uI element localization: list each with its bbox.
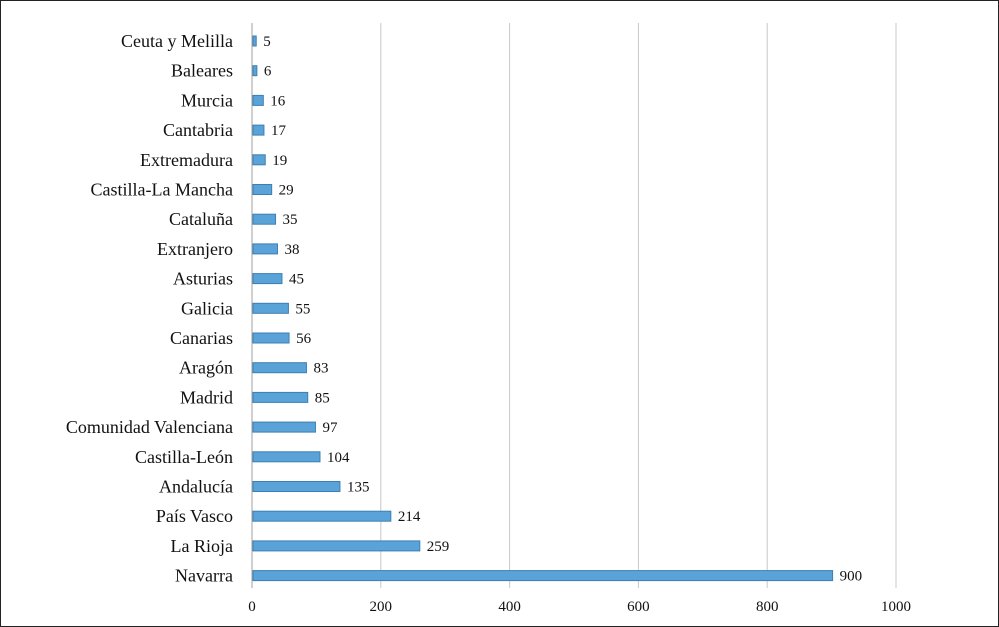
category-label-15: Andalucía (159, 477, 233, 497)
data-label-7: 38 (284, 242, 299, 258)
x-tick-label-1000: 1000 (881, 599, 911, 615)
bar-5 (252, 184, 273, 195)
category-label-6: Cataluña (169, 209, 233, 229)
bar-17 (252, 540, 421, 552)
data-label-14: 104 (327, 450, 350, 466)
data-label-6: 35 (283, 212, 298, 228)
data-label-5: 29 (279, 183, 294, 199)
category-label-16: País Vasco (156, 506, 233, 526)
category-label-10: Canarias (170, 328, 233, 348)
data-label-8: 45 (289, 272, 304, 288)
category-label-7: Extranjero (157, 239, 233, 259)
bar-16 (252, 510, 392, 522)
data-label-2: 16 (270, 93, 286, 109)
bar-15 (252, 481, 341, 492)
data-label-11: 83 (313, 361, 328, 377)
data-label-15: 135 (347, 480, 370, 496)
bar-7 (252, 243, 278, 255)
bar-1 (252, 65, 258, 77)
category-label-1: Baleares (171, 61, 233, 81)
bar-8 (252, 273, 283, 285)
data-label-1: 6 (264, 64, 272, 80)
x-tick-label-200: 200 (370, 599, 393, 615)
category-label-5: Castilla-La Mancha (91, 180, 233, 200)
category-label-2: Murcia (181, 90, 233, 110)
bar-13 (252, 421, 316, 433)
bar-0 (252, 35, 257, 47)
bar-2 (252, 94, 264, 106)
data-label-12: 85 (315, 390, 330, 406)
bar-9 (252, 302, 289, 314)
category-label-17: La Rioja (171, 536, 233, 556)
data-label-10: 56 (296, 331, 312, 347)
category-label-14: Castilla-León (135, 447, 233, 467)
bar-11 (252, 362, 307, 374)
category-label-0: Ceuta y Melilla (121, 31, 233, 51)
data-label-16: 214 (398, 509, 421, 525)
category-label-18: Navarra (175, 566, 233, 586)
x-tick-label-800: 800 (756, 599, 779, 615)
x-tick-label-600: 600 (627, 599, 650, 615)
data-label-17: 259 (427, 539, 450, 555)
data-label-4: 19 (272, 153, 287, 169)
category-label-3: Cantabria (163, 120, 233, 140)
bar-4 (252, 154, 266, 166)
data-label-0: 5 (263, 34, 271, 50)
bar-14 (252, 451, 321, 463)
data-label-18: 900 (840, 569, 863, 585)
x-tick-label-0: 0 (248, 599, 256, 615)
bar-6 (252, 213, 277, 225)
category-label-4: Extremadura (140, 150, 233, 170)
data-label-3: 17 (271, 123, 287, 139)
category-label-8: Asturias (173, 269, 233, 289)
bar-12 (252, 391, 309, 403)
category-label-9: Galicia (181, 298, 233, 318)
bar-18 (252, 570, 834, 582)
data-label-13: 97 (322, 420, 338, 436)
category-label-13: Comunidad Valenciana (66, 417, 233, 437)
bar-3 (252, 124, 265, 136)
category-label-11: Aragón (179, 358, 233, 378)
category-label-12: Madrid (180, 387, 233, 407)
data-label-9: 55 (295, 301, 310, 317)
x-tick-label-400: 400 (498, 599, 521, 615)
bar-10 (252, 332, 290, 344)
